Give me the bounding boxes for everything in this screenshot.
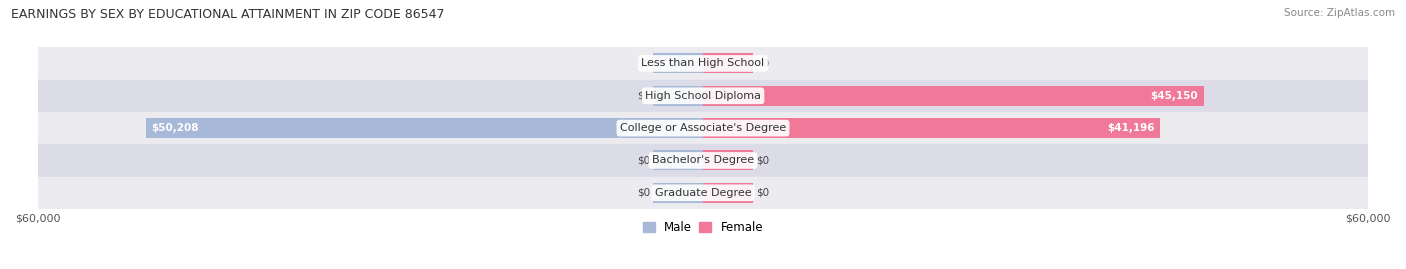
Text: $45,150: $45,150: [1150, 91, 1198, 101]
Text: EARNINGS BY SEX BY EDUCATIONAL ATTAINMENT IN ZIP CODE 86547: EARNINGS BY SEX BY EDUCATIONAL ATTAINMEN…: [11, 8, 444, 21]
Bar: [654, 150, 703, 171]
Text: $0: $0: [637, 188, 650, 198]
Text: Source: ZipAtlas.com: Source: ZipAtlas.com: [1284, 8, 1395, 18]
Bar: [703, 54, 752, 73]
Text: College or Associate's Degree: College or Associate's Degree: [620, 123, 786, 133]
Text: $0: $0: [756, 155, 769, 165]
Text: $41,196: $41,196: [1107, 123, 1154, 133]
Bar: [703, 183, 752, 203]
Text: $0: $0: [756, 58, 769, 68]
Bar: [38, 112, 1368, 144]
Bar: [703, 118, 1160, 138]
Text: $50,208: $50,208: [152, 123, 200, 133]
Text: Less than High School: Less than High School: [641, 58, 765, 68]
Bar: [38, 144, 1368, 177]
Text: $0: $0: [637, 91, 650, 101]
Text: $0: $0: [637, 58, 650, 68]
Bar: [654, 183, 703, 203]
Bar: [38, 177, 1368, 209]
Text: $0: $0: [756, 188, 769, 198]
Bar: [146, 118, 703, 138]
Text: Graduate Degree: Graduate Degree: [655, 188, 751, 198]
Bar: [38, 80, 1368, 112]
Bar: [703, 86, 1204, 106]
Bar: [654, 86, 703, 106]
Text: $0: $0: [637, 155, 650, 165]
Bar: [703, 150, 752, 171]
Text: Bachelor's Degree: Bachelor's Degree: [652, 155, 754, 165]
Legend: Male, Female: Male, Female: [638, 216, 768, 239]
Bar: [654, 54, 703, 73]
Text: High School Diploma: High School Diploma: [645, 91, 761, 101]
Bar: [38, 47, 1368, 80]
